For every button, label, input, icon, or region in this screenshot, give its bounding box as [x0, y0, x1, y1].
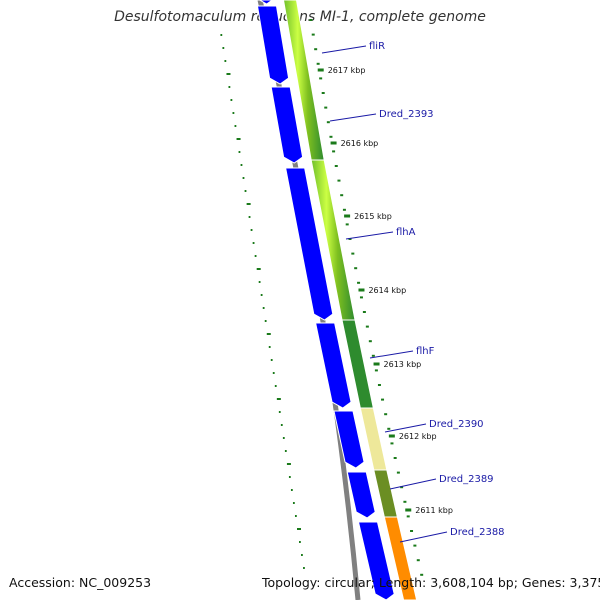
gene-label-line — [321, 45, 367, 54]
cds-arrow — [270, 86, 304, 164]
gene-label-line — [369, 350, 414, 359]
gene-label-line — [329, 113, 377, 122]
gene-label: flhF — [416, 346, 435, 357]
gene-label-line — [389, 478, 437, 490]
cds-forward-strand — [255, 0, 395, 600]
gene-labels: fliR Dred_2393 flhA flhF Dred_2390 Dred_2389 D… — [321, 41, 505, 543]
cog-segment — [373, 469, 398, 518]
cds-arrow — [357, 521, 395, 600]
gene-label: Dred_2390 — [429, 419, 484, 430]
gc-content-track — [220, 34, 305, 569]
cds-arrow — [256, 5, 290, 85]
kbp-tick-label: 2614 kbp — [368, 286, 406, 295]
cds-arrow — [255, 0, 277, 5]
accession-text: Accession: NC_009253 — [9, 575, 152, 590]
gene-label-line — [345, 231, 394, 240]
kbp-tick-label: 2613 kbp — [384, 360, 422, 369]
genome-summary-text: Topology: circular; Length: 3,608,104 bp… — [262, 575, 600, 590]
gene-label: flhA — [396, 227, 416, 238]
kbp-tick-label: 2616 kbp — [341, 139, 379, 148]
map-title: Desulfotomaculum reducens MI-1, complete… — [114, 9, 486, 25]
cog-segment — [383, 516, 418, 600]
kbp-tick-label: 2615 kbp — [354, 212, 392, 221]
cds-arrow — [315, 322, 352, 409]
kbp-tick-label: 2612 kbp — [399, 432, 437, 441]
kbp-tick-label: 2617 kbp — [328, 66, 366, 75]
cds-arrow — [285, 167, 334, 321]
position-ticks: 2617 kbp 2616 kbp 2615 kbp 2614 kbp 2613 kbp… — [309, 19, 453, 576]
cog-segment — [359, 407, 388, 471]
gene-label: fliR — [369, 41, 385, 52]
gene-label: Dred_2389 — [439, 474, 494, 485]
cds-arrow — [333, 410, 365, 469]
cds-arrow — [346, 471, 376, 519]
gene-label-line — [399, 531, 448, 543]
kbp-tick-label: 2611 kbp — [415, 506, 453, 515]
gene-label: Dred_2393 — [379, 109, 434, 120]
cog-category-track — [282, 0, 418, 600]
gene-label: Dred_2388 — [450, 527, 505, 538]
gene-label-line — [384, 423, 427, 433]
